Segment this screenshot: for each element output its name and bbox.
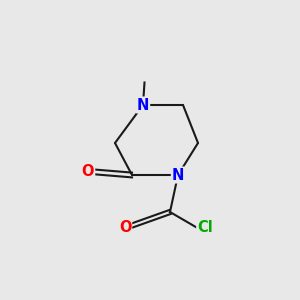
Text: O: O — [82, 164, 94, 179]
Text: O: O — [119, 220, 131, 236]
Text: N: N — [137, 98, 149, 112]
Text: N: N — [172, 167, 184, 182]
Text: Cl: Cl — [197, 220, 213, 236]
